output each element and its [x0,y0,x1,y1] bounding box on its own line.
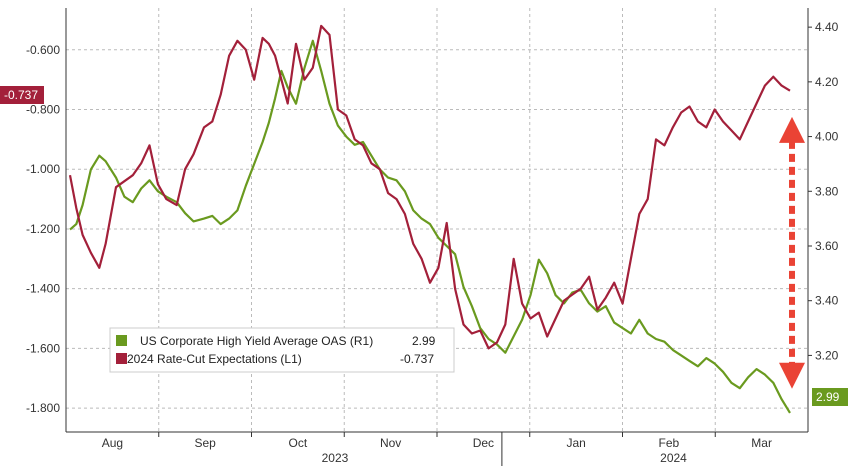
x-year-label: 2024 [660,451,687,465]
x-tick-label: Mar [751,436,772,450]
series-layer [68,24,791,414]
annotation-layer [779,116,805,389]
x-tick-label: Sep [194,436,216,450]
right-axis-ticks: 4.40 4.20 4.00 3.80 3.60 3.40 3.20 [808,20,839,362]
legend-label-ratecut: 2024 Rate-Cut Expectations (L1) [127,352,302,366]
right-tick-label: 3.40 [815,294,839,308]
x-tick-label: Aug [102,436,123,450]
x-tick-label: Jan [566,436,585,450]
x-year-label: 2023 [322,451,349,465]
right-value-tag-background [812,388,848,406]
series-line-oas [69,39,791,414]
left-value-tag: -0.737 [0,86,44,104]
left-tick-label: -0.800 [26,103,60,117]
x-tick-label: Oct [289,436,308,450]
annotation-arrowhead-down [779,362,805,389]
left-tick-label: -1.400 [26,282,60,296]
legend-label-oas: US Corporate High Yield Average OAS (R1) [140,334,373,348]
right-tick-label: 3.80 [815,184,839,198]
right-tick-label: 4.20 [815,75,839,89]
x-tick-label: Feb [659,436,680,450]
left-tick-label: -1.800 [26,401,60,415]
right-tick-label: 4.40 [815,20,839,34]
left-tick-label: -0.600 [26,43,60,57]
left-value-tag-background [0,86,44,104]
x-tick-label: Dec [473,436,494,450]
annotation-arrowhead-up [779,116,805,143]
left-axis-ticks: -0.600 -0.800 -1.000 -1.200 -1.400 -1.600 -1.8… [26,43,60,415]
left-tick-label: -1.200 [26,222,60,236]
right-value-tag-text: 2.99 [816,390,840,404]
left-tick-label: -1.000 [26,162,60,176]
left-tick-label: -1.600 [26,341,60,355]
legend: US Corporate High Yield Average OAS (R1)… [109,327,455,373]
x-axis-ticks: Aug Sep Oct Nov Dec Jan Feb Mar 2023 2024 [102,432,772,466]
legend-swatch-ratecut [116,353,127,364]
right-value-tag: 2.99 [812,388,848,406]
legend-value-ratecut: -0.737 [400,352,434,366]
series-line-ratecut [68,24,791,350]
legend-swatch-oas [116,335,127,346]
right-tick-label: 3.60 [815,239,839,253]
right-tick-label: 3.20 [815,348,839,362]
right-tick-label: 4.00 [815,130,839,144]
left-value-tag-text: -0.737 [4,88,38,102]
x-tick-label: Nov [380,436,401,450]
legend-box [109,327,455,373]
legend-value-oas: 2.99 [412,334,436,348]
